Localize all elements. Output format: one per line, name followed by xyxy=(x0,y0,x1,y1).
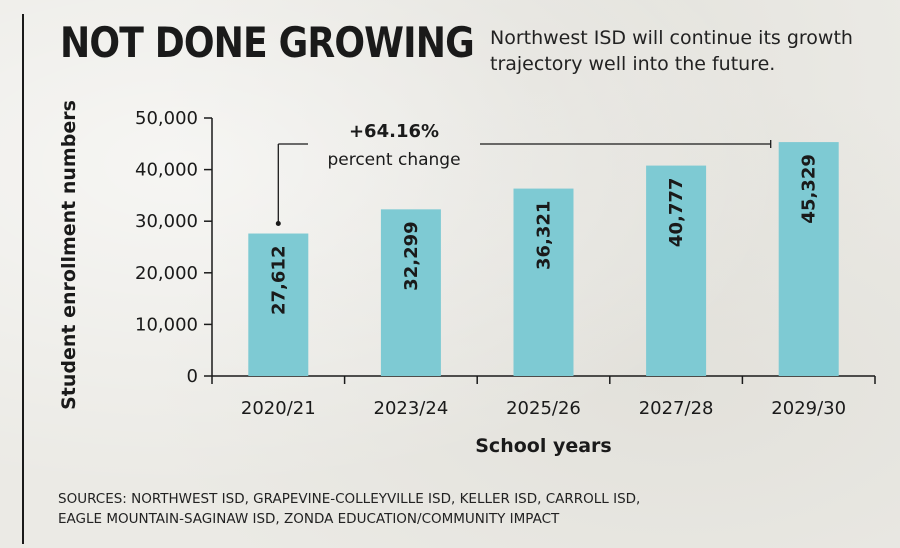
annotation-text: percent change xyxy=(327,150,460,170)
sources-line-2: EAGLE MOUNTAIN-SAGINAW ISD, ZONDA EDUCAT… xyxy=(58,511,560,527)
percent-change-annotation: +64.16% percent change xyxy=(275,121,772,227)
x-tick-label: 2029/30 xyxy=(771,398,846,419)
bar-value-label: 45,329 xyxy=(799,154,820,223)
bar xyxy=(513,188,574,376)
x-axis: 2020/21 2023/24 2025/26 2027/28 2029/30 xyxy=(211,375,876,419)
chart-subtitle: Northwest ISD will continue its growth t… xyxy=(490,27,853,75)
y-tick-label: 50,000 xyxy=(135,108,198,129)
y-axis-title: Student enrollment numbers xyxy=(58,100,80,410)
y-tick-label: 30,000 xyxy=(135,211,198,232)
y-axis: 0 10,000 20,000 30,000 40,000 50,000 xyxy=(135,108,213,387)
bar-value-label: 40,777 xyxy=(666,178,687,247)
y-tick-label: 0 xyxy=(187,366,198,387)
x-tick-label: 2020/21 xyxy=(241,398,316,419)
y-tick-label: 10,000 xyxy=(135,314,198,335)
chart-title: NOT DONE GROWING xyxy=(60,18,475,67)
bar xyxy=(646,165,707,376)
bar-value-label: 27,612 xyxy=(268,246,289,315)
x-axis-title: School years xyxy=(475,435,611,457)
bar xyxy=(778,142,839,376)
bar-value-label: 32,299 xyxy=(401,221,422,290)
bars: 27,612 32,299 36,321 40,777 45,329 xyxy=(248,142,839,376)
x-tick-label: 2023/24 xyxy=(374,398,449,419)
x-tick-label: 2027/28 xyxy=(639,398,714,419)
sources-note: SOURCES: NORTHWEST ISD, GRAPEVINE-COLLEY… xyxy=(58,489,818,529)
left-rule xyxy=(22,14,24,544)
annotation-dot xyxy=(275,221,281,227)
sources-line-1: SOURCES: NORTHWEST ISD, GRAPEVINE-COLLEY… xyxy=(58,491,641,507)
annotation-value: +64.16% xyxy=(349,121,439,142)
bar-value-label: 36,321 xyxy=(534,201,555,270)
bar xyxy=(380,209,441,376)
x-tick-label: 2025/26 xyxy=(506,398,581,419)
y-tick-label: 20,000 xyxy=(135,263,198,284)
bar xyxy=(248,233,309,376)
y-tick-label: 40,000 xyxy=(135,160,198,181)
